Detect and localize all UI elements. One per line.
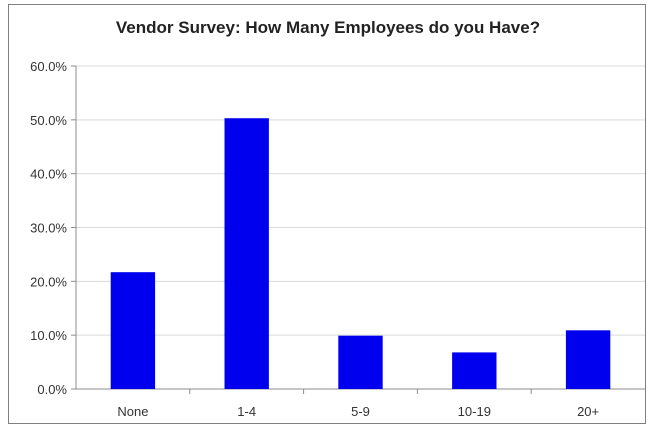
- x-tick-label: 10-19: [458, 404, 491, 419]
- y-tick-label: 60.0%: [30, 59, 67, 74]
- y-tick-label: 50.0%: [30, 113, 67, 128]
- x-tick-label: 20+: [577, 404, 599, 419]
- y-tick-label: 20.0%: [30, 274, 67, 289]
- bar: [565, 330, 611, 389]
- bar: [224, 118, 269, 390]
- x-tick-label: 5-9: [351, 404, 370, 419]
- x-tick-label: 1-4: [237, 404, 256, 419]
- bar: [338, 335, 383, 389]
- bar: [452, 352, 497, 389]
- y-tick-label: 40.0%: [30, 167, 67, 182]
- x-tick-label: None: [117, 404, 148, 419]
- y-tick-label: 30.0%: [30, 221, 67, 236]
- chart-title: Vendor Survey: How Many Employees do you…: [115, 18, 541, 37]
- bar: [110, 272, 156, 389]
- y-tick-label: 10.0%: [30, 328, 67, 343]
- y-tick-label: 0.0%: [37, 382, 67, 397]
